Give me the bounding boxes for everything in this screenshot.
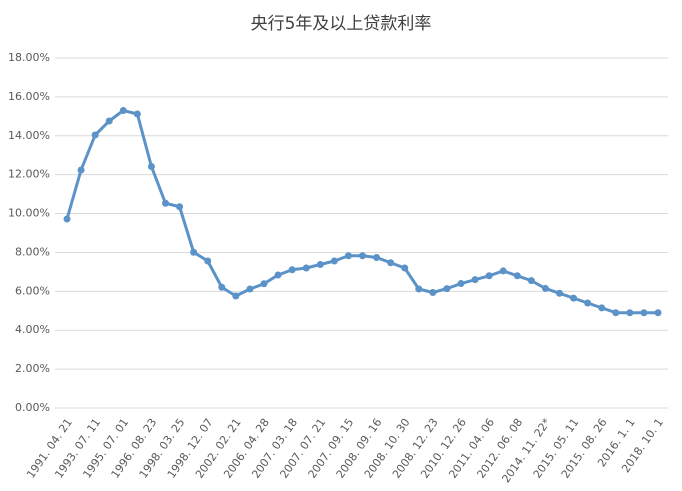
point <box>471 276 479 284</box>
point <box>162 199 169 207</box>
y-tick-label: 0.00% <box>15 401 50 414</box>
point <box>147 163 155 170</box>
y-tick-label: 2.00% <box>15 362 50 375</box>
point <box>344 252 352 260</box>
y-tick-label: 16.00% <box>8 90 50 103</box>
point <box>105 117 113 125</box>
point <box>91 131 99 139</box>
point <box>77 166 85 174</box>
point <box>359 252 366 260</box>
line <box>65 109 658 315</box>
point <box>288 266 296 274</box>
point <box>204 257 212 265</box>
point <box>598 304 606 312</box>
point <box>584 299 592 307</box>
point <box>443 285 451 293</box>
point <box>133 110 141 118</box>
point <box>556 289 563 297</box>
y-tick-label: 14.00% <box>8 129 50 142</box>
y-tick-label: 10.00% <box>8 207 50 220</box>
point <box>527 277 535 285</box>
point <box>302 264 310 272</box>
point <box>119 107 127 114</box>
point <box>457 280 465 288</box>
point <box>541 284 549 292</box>
point <box>640 309 648 317</box>
point <box>218 283 226 291</box>
y-tick-label: 12.00% <box>8 168 50 181</box>
point <box>401 264 409 272</box>
point <box>373 254 381 261</box>
point <box>429 289 437 296</box>
y-tick-label: 8.00% <box>15 245 50 258</box>
point <box>330 257 338 265</box>
point <box>274 271 282 279</box>
y-tick-label: 18.00% <box>8 51 50 64</box>
y-tick-label: 4.00% <box>15 323 50 336</box>
point <box>626 309 634 317</box>
point <box>260 280 268 288</box>
point <box>513 272 521 280</box>
point <box>485 272 493 280</box>
point <box>232 292 240 300</box>
point <box>63 215 71 223</box>
point <box>387 259 395 267</box>
point <box>246 285 254 293</box>
point <box>190 248 198 256</box>
point <box>176 203 184 211</box>
y-tick-label: 6.00% <box>15 284 50 297</box>
point <box>654 309 662 317</box>
point <box>499 267 507 275</box>
point <box>612 309 620 317</box>
point <box>570 294 578 302</box>
chart-title: 央行5年及以上贷款利率 <box>251 14 432 34</box>
point <box>415 285 423 293</box>
point <box>316 261 324 268</box>
